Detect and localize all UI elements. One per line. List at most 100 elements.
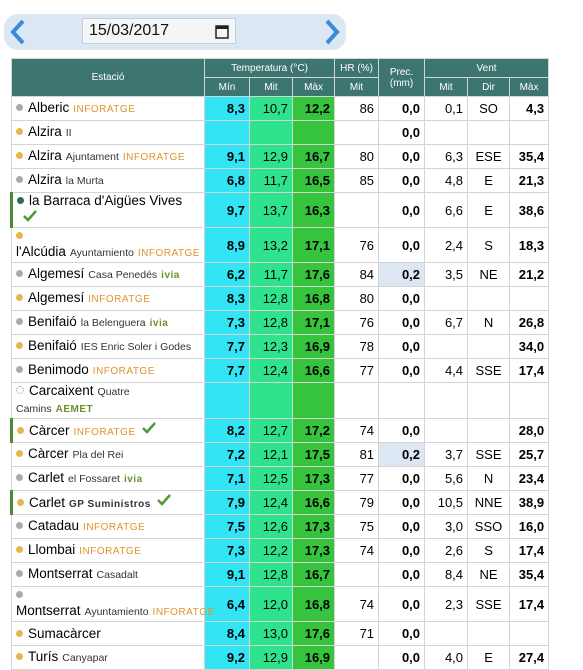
station-cell: Llombai INFORATGE <box>11 538 205 563</box>
value-cell: 21,3 <box>509 168 550 193</box>
value-cell <box>509 382 550 419</box>
station-row[interactable]: Turís Canyapar 9,2 12,9 16,9 0,0 4,0 E 27,4 <box>11 645 550 670</box>
station-cell: Càrcer INFORATGE <box>10 418 205 443</box>
value-cell <box>424 621 469 646</box>
value-cell: 6,2 <box>204 262 250 287</box>
station-row[interactable]: Benimodo INFORATGE 7,7 12,4 16,6 77 0,0 4,4 SSE 1… <box>11 358 550 383</box>
value-cell: 4,4 <box>424 358 469 383</box>
station-sub: IES Enric Soler i Godes <box>80 341 192 353</box>
station-row[interactable]: la Barraca d'Aigües Vives 9,7 13,7 16,3 0,0 6… <box>10 192 550 228</box>
station-tag: INFORATGE <box>73 426 136 438</box>
station-tag: INFORATGE <box>79 545 142 557</box>
value-cell <box>334 562 380 587</box>
value-cell: 3,0 <box>424 514 469 539</box>
station-row[interactable]: Carlet GP Suministros 7,9 12,4 16,6 79 0,0 10,5… <box>10 490 550 515</box>
value-cell <box>467 382 511 419</box>
value-cell: 75 <box>334 514 380 539</box>
station-row[interactable]: Carlet el Fossaret ivia 7,1 12,5 17,3 77 0,0 5,6… <box>11 466 550 491</box>
value-cell: 0,0 <box>378 562 426 587</box>
station-row[interactable]: Llombai INFORATGE 7,3 12,2 17,3 74 0,0 2,6 S 17,4 <box>11 538 550 563</box>
status-dot <box>17 426 24 434</box>
station-row[interactable]: Algemesí Casa Penedés ivia 6,2 11,7 17,6 84 0,2… <box>11 262 550 287</box>
value-cell <box>509 120 550 145</box>
station-cell: Alzira la Murta <box>11 168 205 193</box>
value-cell: 18,3 <box>509 227 550 263</box>
value-cell: 16,8 <box>291 586 336 622</box>
value-cell: 0,0 <box>378 514 426 539</box>
status-dot <box>16 365 23 373</box>
value-cell: 27,4 <box>509 645 550 670</box>
next-arrow[interactable] <box>322 18 342 46</box>
value-cell: 17,1 <box>291 310 336 335</box>
station-name: l'Alcúdia <box>16 244 66 259</box>
station-row[interactable]: Alzira la Murta 6,8 11,7 16,5 85 0,0 4,8 E 21,3 <box>11 168 550 193</box>
value-cell: 23,4 <box>509 466 550 491</box>
station-name: Carlet <box>29 494 66 510</box>
station-row[interactable]: Montserrat Ayuntamiento INFORATGE 6,4 12,0 16… <box>11 586 550 622</box>
station-row[interactable]: Catadau INFORATGE 7,5 12,6 17,3 75 0,0 3,0 SSO 16… <box>11 514 550 539</box>
value-cell <box>334 120 380 145</box>
station-row[interactable]: Càrcer Pla del Rei 7,2 12,1 17,5 81 0,2 3,7 SSE 2… <box>11 442 550 467</box>
station-tag: INFORATGE <box>137 248 200 259</box>
value-cell: 16,8 <box>291 286 336 311</box>
station-sub: la Murta <box>65 175 104 187</box>
value-cell: 0,1 <box>424 96 469 121</box>
status-dot <box>16 591 23 598</box>
station-row[interactable]: Montserrat Casadalt 9,1 12,8 16,7 0,0 8,4 NE 35,… <box>11 562 550 587</box>
station-row[interactable]: Càrcer INFORATGE 8,2 12,7 17,2 74 0,0 28,0 <box>10 418 550 443</box>
station-row[interactable]: Alzira Ajuntament INFORATGE 9,1 12,9 16,7 80 0,… <box>11 144 550 169</box>
station-row[interactable]: Alberic INFORATGE 8,3 10,7 12,2 86 0,0 0,1 SO 4,3 <box>11 96 550 121</box>
value-cell: 17,4 <box>509 358 550 383</box>
value-cell: 79 <box>334 490 380 515</box>
station-name: Carlet <box>28 469 65 485</box>
value-cell: 12,3 <box>249 334 293 359</box>
value-cell: 84 <box>334 262 380 287</box>
value-cell: ESE <box>467 144 511 169</box>
station-row[interactable]: Algemesí INFORATGE 8,3 12,8 16,8 80 0,0 <box>11 286 550 311</box>
value-cell: 16,9 <box>291 645 336 670</box>
station-row[interactable]: Benifaió la Belenguera ivia 7,3 12,8 17,1 76 0,… <box>11 310 550 335</box>
station-tag: INFORATGE <box>92 365 155 377</box>
station-row[interactable]: Sumacàrcer 8,4 13,0 17,6 71 0,0 <box>11 621 550 646</box>
sub-header: Mit <box>424 77 469 97</box>
value-cell: 0,0 <box>378 645 426 670</box>
station-row[interactable]: Benifaió IES Enric Soler i Godes 7,7 12,3 16… <box>11 334 550 359</box>
station-row[interactable]: Carcaixent Quatre Camins AEMET <box>11 382 550 419</box>
station-name: Benimodo <box>28 361 89 377</box>
status-dot <box>16 570 23 577</box>
value-cell: 9,1 <box>204 562 250 587</box>
date-input[interactable]: 15/03/2017 <box>82 18 236 44</box>
status-dot <box>16 232 23 239</box>
value-cell: 81 <box>334 442 380 467</box>
value-cell: 16,6 <box>291 490 336 515</box>
value-cell: 17,2 <box>291 418 336 443</box>
value-cell: 8,3 <box>204 286 250 311</box>
value-cell: 8,2 <box>204 418 250 443</box>
value-cell: E <box>467 645 511 670</box>
value-cell: 0,0 <box>378 227 426 263</box>
value-cell: 4,0 <box>424 645 469 670</box>
station-row[interactable]: l'Alcúdia Ayuntamiento INFORATGE 8,9 13,2 17,… <box>11 227 550 263</box>
value-cell: 17,3 <box>291 538 336 563</box>
status-dot <box>16 151 23 159</box>
value-cell: 8,4 <box>204 621 250 646</box>
value-cell: 12,1 <box>249 442 293 467</box>
prev-arrow[interactable] <box>8 18 28 46</box>
value-cell: 3,5 <box>424 262 469 287</box>
station-row[interactable]: Alzira II 0,0 <box>11 120 550 145</box>
value-cell: 2,3 <box>424 586 469 622</box>
station-cell: Alzira II <box>11 120 205 145</box>
value-cell: 12,9 <box>249 645 293 670</box>
value-cell: 16,0 <box>509 514 550 539</box>
value-cell: 0,0 <box>378 286 426 311</box>
station-tag: ivia <box>149 317 169 329</box>
value-cell: 0,0 <box>378 358 426 383</box>
value-cell: 0,0 <box>378 168 426 193</box>
value-cell: 11,7 <box>249 168 293 193</box>
value-cell: 28,0 <box>509 418 550 443</box>
sub-header: Mit <box>249 77 293 97</box>
value-cell: 16,3 <box>291 192 336 228</box>
calendar-icon[interactable] <box>215 24 229 39</box>
value-cell: 0,0 <box>378 418 426 443</box>
